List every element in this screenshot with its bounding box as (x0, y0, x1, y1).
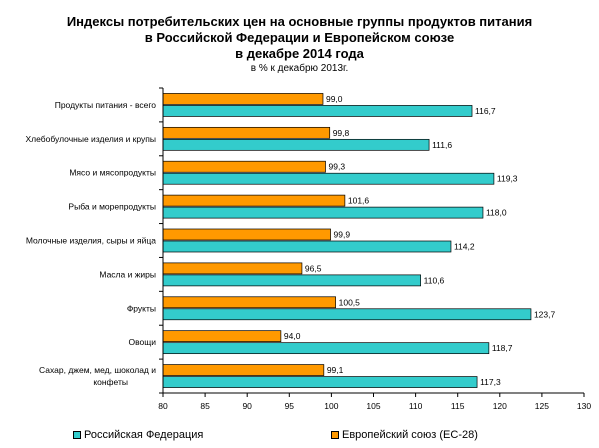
data-label-eu-4: 99,9 (334, 230, 351, 240)
data-label-ru-1: 111,6 (432, 140, 452, 150)
legend-swatch-eu (331, 431, 339, 439)
data-label-eu-7: 94,0 (284, 331, 301, 341)
bar-eu-6 (162, 296, 336, 309)
chart-subtitle: в % к декабрю 2013г. (250, 63, 349, 74)
bar-ru-8 (162, 376, 478, 388)
x-tick-label-8: 120 (493, 401, 507, 411)
data-label-ru-0: 116,7 (475, 106, 496, 116)
bar-ru-1 (162, 138, 430, 151)
chart-title-line-1: Индексы потребительских цен на основные … (66, 14, 533, 29)
category-label-5: Масла и жиры (99, 269, 156, 279)
bar-ru-2 (162, 172, 495, 185)
data-label-eu-2: 99,3 (329, 162, 346, 172)
category-label-3: Рыба и морепродукты (68, 202, 156, 212)
bar-ru-5 (162, 274, 422, 287)
legend-label-eu: Европейский союз (ЕС-28) (342, 429, 478, 441)
x-tick-label-9: 125 (535, 401, 549, 411)
category-label-6: Фрукты (127, 303, 156, 313)
data-label-ru-8: 117,3 (480, 377, 501, 387)
data-label-eu-3: 101,6 (348, 196, 370, 206)
data-label-ru-6: 123,7 (534, 309, 556, 319)
bar-ru-3 (162, 206, 484, 219)
bar-eu-7 (162, 330, 282, 343)
legend-item-eu: Европейский союз (ЕС-28) (331, 429, 478, 441)
data-label-eu-1: 99,8 (333, 128, 350, 138)
chart-title: Индексы потребительских цен на основные … (0, 14, 599, 76)
x-tick-label-10: 130 (577, 401, 591, 411)
category-label-2: Мясо и мясопродукты (69, 168, 156, 178)
data-label-ru-5: 110,6 (424, 275, 445, 285)
category-label-4: Молочные изделия, сыры и яйца (26, 236, 156, 246)
bar-eu-4 (162, 228, 331, 241)
data-label-ru-4: 114,2 (454, 242, 475, 252)
chart-title-line-3: в декабре 2014 года (235, 46, 364, 61)
bar-eu-8 (162, 364, 325, 376)
x-tick-label-2: 90 (242, 401, 252, 411)
data-label-eu-6: 100,5 (339, 297, 361, 307)
data-label-eu-0: 99,0 (326, 94, 343, 104)
legend-item-russia: Российская Федерация (73, 429, 203, 441)
bar-eu-2 (162, 160, 326, 173)
x-tick-label-0: 80 (158, 401, 168, 411)
x-tick-label-7: 115 (451, 401, 465, 411)
chart-title-line-2: в Российской Федерации и Европейском сою… (144, 30, 455, 45)
bar-ru-6 (162, 308, 532, 321)
x-tick-label-4: 100 (324, 401, 338, 411)
x-tick-label-6: 110 (409, 401, 423, 411)
data-label-eu-5: 96,5 (305, 263, 322, 273)
category-label-8: Сахар, джем, мед, шоколад и конфеты (39, 365, 156, 387)
data-label-ru-2: 119,3 (497, 174, 518, 184)
bar-eu-1 (162, 126, 331, 139)
bar-ru-0 (162, 105, 473, 117)
bar-eu-3 (162, 194, 346, 207)
data-label-ru-3: 118,0 (486, 208, 507, 218)
bar-ru-7 (162, 342, 490, 355)
chart-legend: Российская Федерация Европейский союз (Е… (0, 429, 599, 443)
bar-ru-4 (162, 240, 452, 253)
legend-label-russia: Российская Федерация (84, 429, 204, 441)
x-tick-label-1: 85 (200, 401, 210, 411)
bar-eu-0 (162, 93, 324, 105)
x-tick-label-3: 95 (285, 401, 295, 411)
data-label-eu-8: 99,1 (327, 365, 344, 375)
category-label-1: Хлебобулочные изделия и крупы (26, 134, 156, 144)
legend-swatch-russia (73, 431, 81, 439)
data-label-ru-7: 118,7 (492, 343, 513, 353)
category-label-7: Овощи (128, 337, 156, 347)
category-label-0: Продукты питания - всего (55, 100, 157, 110)
bar-eu-5 (162, 262, 303, 275)
x-tick-label-5: 105 (366, 401, 380, 411)
